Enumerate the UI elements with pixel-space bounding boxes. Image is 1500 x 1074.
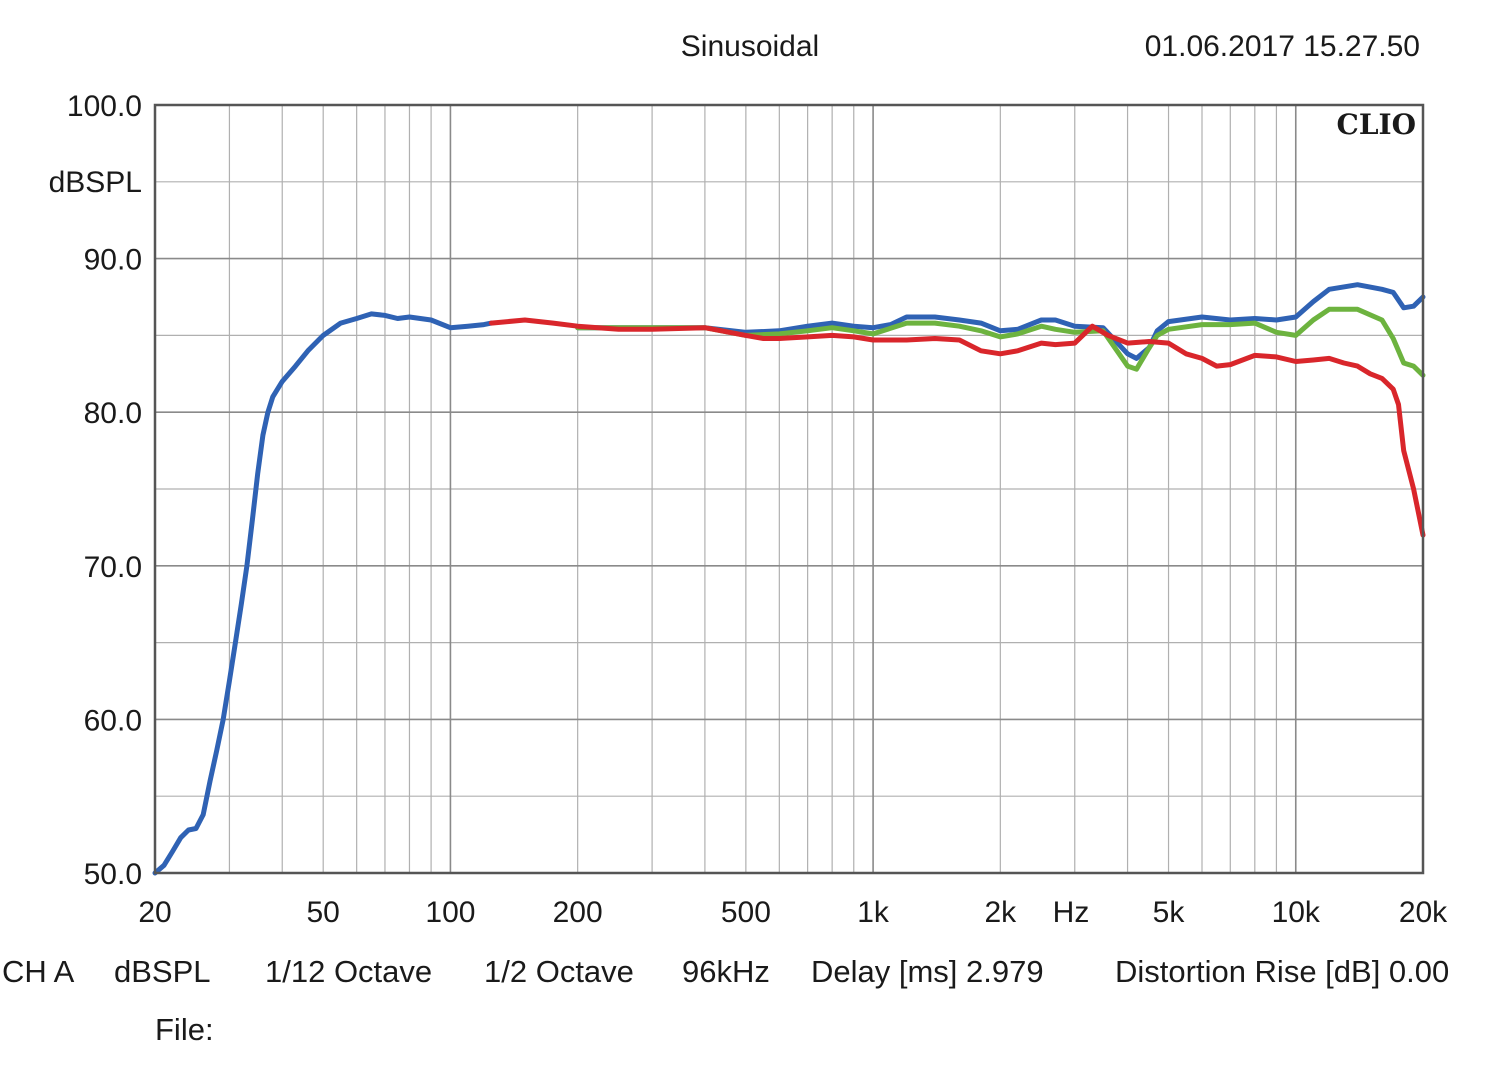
frequency-response-chart: 100.0 90.0 80.0 70.0 60.0 50.0 20 50 100 200 500 1…	[49, 30, 1449, 929]
delay-label: Delay [ms] 2.979	[811, 954, 1044, 989]
y-tick-label: 80.0	[84, 397, 142, 430]
series-line	[152, 311, 494, 876]
y-tick-label: 70.0	[84, 551, 142, 584]
y-tick-label: 90.0	[84, 244, 142, 277]
series-layer	[152, 282, 1426, 876]
y-tick-label: 50.0	[84, 858, 142, 891]
clio-logo: CLIO	[1337, 108, 1416, 141]
x-tick-label: 2k	[984, 896, 1017, 929]
step-label: 1/2 Octave	[484, 954, 634, 989]
x-tick-label: 10k	[1272, 896, 1321, 929]
unit-label: dBSPL	[114, 954, 211, 989]
x-tick-label: 1k	[857, 896, 890, 929]
smoothing-label: 1/12 Octave	[265, 954, 433, 989]
measurement-settings-bar: CH A dBSPL 1/12 Octave 1/2 Octave 96kHz …	[0, 948, 1500, 1008]
x-tick-label: 200	[553, 896, 603, 929]
x-unit-label: Hz	[1053, 896, 1090, 929]
measurement-timestamp: 01.06.2017 15.27.50	[1145, 30, 1420, 63]
y-tick-labels: 100.0 90.0 80.0 70.0 60.0 50.0	[67, 90, 142, 891]
x-tick-label: 20k	[1399, 896, 1448, 929]
x-tick-label: 50	[307, 896, 340, 929]
grid-major	[155, 105, 1423, 873]
x-tick-label: 20	[138, 896, 171, 929]
file-label: File:	[155, 1012, 214, 1047]
series-line	[488, 317, 1426, 538]
x-tick-label: 5k	[1153, 896, 1186, 929]
distortion-label: Distortion Rise [dB] 0.00	[1115, 954, 1450, 989]
measurement-mode: Sinusoidal	[681, 30, 819, 63]
y-tick-label: 100.0	[67, 90, 142, 123]
plot-frame	[153, 103, 1425, 875]
channel-label: CH A	[2, 954, 75, 989]
x-tick-label: 100	[425, 896, 475, 929]
grid-minor	[155, 105, 1423, 873]
y-unit-label: dBSPL	[49, 166, 142, 199]
sample-rate-label: 96kHz	[682, 954, 770, 989]
x-tick-labels: 20 50 100 200 500 1k 2k 5k 10k 20k	[138, 896, 1448, 929]
x-tick-label: 500	[721, 896, 771, 929]
y-tick-label: 60.0	[84, 704, 142, 737]
